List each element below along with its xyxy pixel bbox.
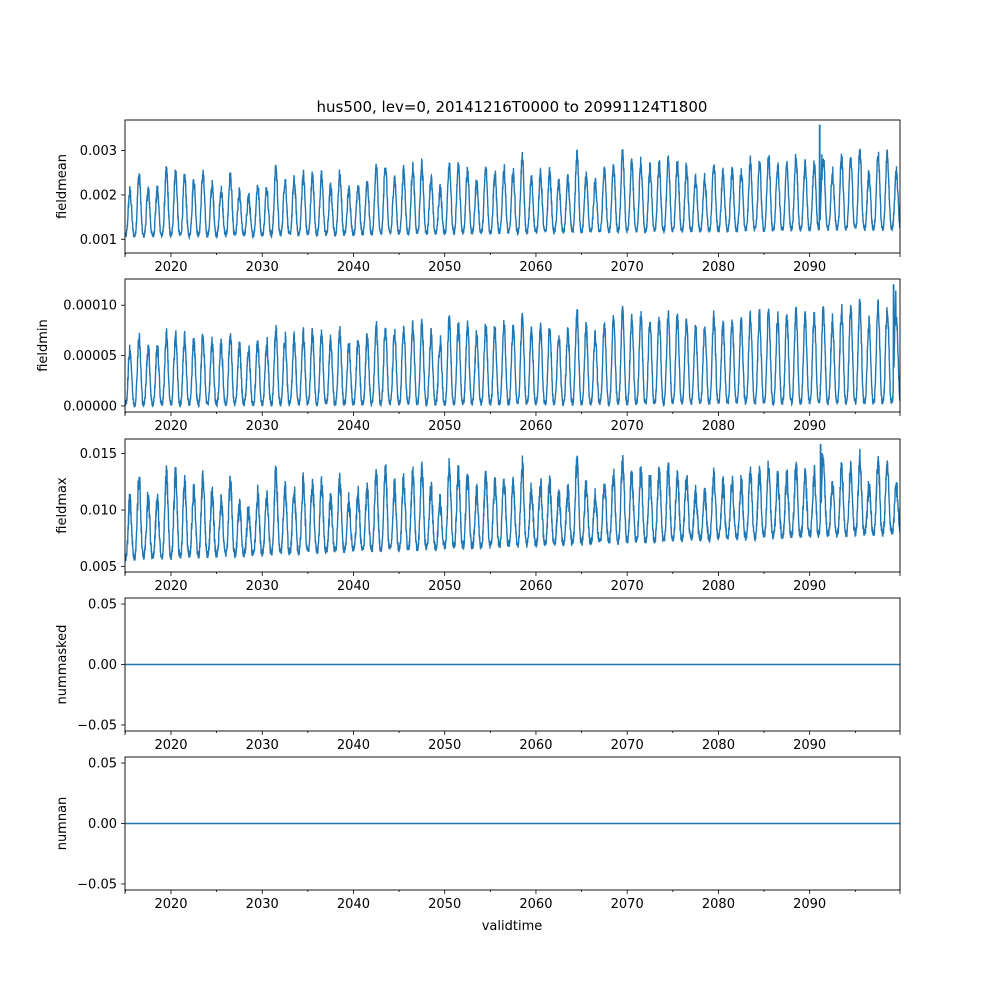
y-tick-label: −0.05 (77, 718, 117, 733)
x-tick-label: 2060 (519, 419, 552, 434)
y-tick-label: −0.05 (77, 877, 117, 892)
y-axis-label-numnan: numnan (55, 797, 70, 851)
y-tick-label: 0.00 (88, 817, 117, 832)
y-tick-label: 0.001 (80, 233, 117, 248)
subplots: 2020 2030 2040 2050 2060 2070 2080 2090 0.001 0.0… (36, 119, 901, 912)
x-tick-label: 2080 (702, 897, 735, 912)
x-tick-label: 2040 (337, 897, 370, 912)
x-tick-label: 2030 (246, 738, 279, 753)
subplot-numnan: 2020 2030 2040 2050 2060 2070 2080 2090 −0.05 0.0… (55, 757, 901, 912)
axes-frame-fieldmean (124, 119, 901, 254)
y-axis-label-fieldmean: fieldmean (55, 154, 70, 219)
x-tick-label: 2080 (702, 738, 735, 753)
x-tick-label: 2060 (519, 260, 552, 275)
x-tick-label: 2020 (154, 579, 187, 594)
x-tick-label: 2030 (246, 579, 279, 594)
x-tick-label: 2080 (702, 579, 735, 594)
x-tick-label: 2020 (154, 738, 187, 753)
y-tick-label: 0.010 (80, 504, 117, 519)
x-tick-label: 2080 (702, 419, 735, 434)
subplot-fieldmean: 2020 2030 2040 2050 2060 2070 2080 2090 0.001 0.0… (55, 119, 901, 275)
x-tick-label: 2020 (154, 260, 187, 275)
x-tick-label: 2070 (611, 738, 644, 753)
x-tick-label: 2090 (793, 419, 826, 434)
figure-title: hus500, lev=0, 20141216T0000 to 20991124… (317, 98, 708, 116)
series-line-fieldmax (125, 443, 900, 562)
x-tick-label: 2080 (702, 260, 735, 275)
axes-frame-fieldmin (124, 278, 901, 413)
x-tick-label: 2030 (246, 260, 279, 275)
y-tick-label: 0.002 (80, 188, 117, 203)
x-tick-label: 2030 (246, 419, 279, 434)
x-tick-label: 2090 (793, 579, 826, 594)
x-tick-label: 2050 (428, 260, 461, 275)
series-line-fieldmean (125, 124, 900, 241)
x-axis-label: validtime (482, 919, 543, 934)
x-tick-label: 2020 (154, 897, 187, 912)
x-tick-label: 2040 (337, 260, 370, 275)
x-tick-label: 2050 (428, 419, 461, 434)
y-axis-label-fieldmin: fieldmin (36, 319, 51, 372)
y-tick-label: 0.015 (80, 447, 117, 462)
y-tick-label: 0.00000 (63, 399, 117, 414)
y-tick-label: 0.003 (80, 144, 117, 159)
y-tick-label: 0.00010 (63, 299, 117, 314)
x-tick-label: 2030 (246, 897, 279, 912)
x-tick-label: 2050 (428, 738, 461, 753)
series-line-fieldmin (125, 284, 900, 409)
x-tick-label: 2060 (519, 738, 552, 753)
x-tick-label: 2090 (793, 897, 826, 912)
x-tick-label: 2070 (611, 897, 644, 912)
x-tick-label: 2020 (154, 419, 187, 434)
x-tick-label: 2070 (611, 419, 644, 434)
subplot-nummasked: 2020 2030 2040 2050 2060 2070 2080 2090 −0.05 0.0… (55, 598, 901, 753)
x-tick-label: 2060 (519, 579, 552, 594)
y-tick-label: 0.00005 (63, 349, 117, 364)
y-axis-label-nummasked: nummasked (55, 625, 70, 705)
x-tick-label: 2040 (337, 579, 370, 594)
x-tick-label: 2090 (793, 738, 826, 753)
y-axis-label-fieldmax: fieldmax (55, 477, 70, 534)
axes-frame-fieldmax (124, 438, 901, 573)
x-tick-label: 2040 (337, 419, 370, 434)
x-tick-label: 2090 (793, 260, 826, 275)
x-tick-label: 2060 (519, 897, 552, 912)
y-tick-label: 0.05 (88, 757, 117, 772)
subplot-fieldmin: 2020 2030 2040 2050 2060 2070 2080 2090 0.00000 0… (36, 278, 901, 434)
y-tick-label: 0.005 (80, 560, 117, 575)
x-tick-label: 2040 (337, 738, 370, 753)
x-tick-label: 2050 (428, 579, 461, 594)
x-tick-label: 2070 (611, 260, 644, 275)
subplot-fieldmax: 2020 2030 2040 2050 2060 2070 2080 2090 0.005 0.0… (55, 438, 901, 594)
x-tick-label: 2050 (428, 897, 461, 912)
y-tick-label: 0.05 (88, 598, 117, 613)
x-tick-label: 2070 (611, 579, 644, 594)
y-tick-label: 0.00 (88, 658, 117, 673)
